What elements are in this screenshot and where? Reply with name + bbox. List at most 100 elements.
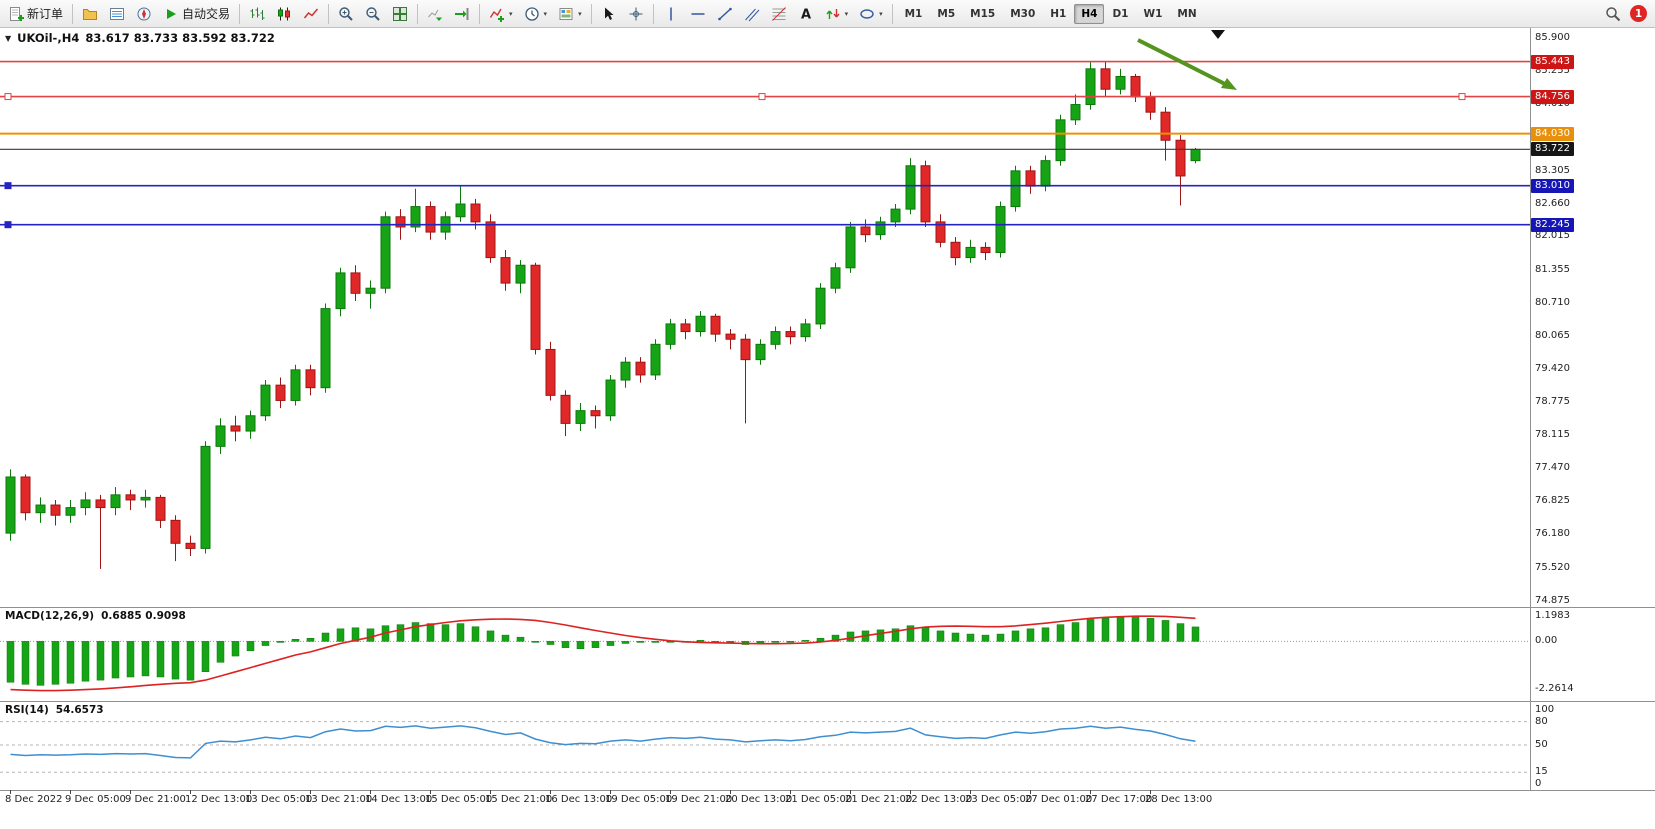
trend-arrow-head[interactable]: [1221, 78, 1237, 90]
time-axis-label: 16 Dec 13:00: [545, 794, 613, 805]
candle-body: [1115, 75, 1126, 90]
cursor-button[interactable]: [596, 2, 622, 26]
candle-body: [845, 226, 856, 269]
macd-histogram-bar: [816, 637, 825, 642]
arrows-tool-dropdown-icon[interactable]: ▾: [844, 9, 849, 18]
horizontal-line-button[interactable]: [685, 2, 711, 26]
tile-icon: [392, 6, 408, 22]
chart-shift-button[interactable]: [449, 2, 475, 26]
macd-histogram-bar: [6, 641, 15, 683]
text-icon: A: [798, 6, 814, 22]
candle-body: [815, 287, 826, 325]
timeframe-h4-button[interactable]: H4: [1074, 3, 1105, 24]
macd-histogram-bar: [1191, 626, 1200, 642]
vertical-line-button[interactable]: [658, 2, 684, 26]
macd-histogram-bar: [606, 641, 615, 646]
timeframe-d1-button[interactable]: D1: [1105, 4, 1135, 24]
macd-histogram-bar: [186, 641, 195, 681]
timeframe-m1-button[interactable]: M1: [898, 4, 930, 24]
chart-header: ▼ UKOil-,H4 83.617 83.733 83.592 83.722: [5, 31, 275, 45]
macd-histogram-bar: [846, 631, 855, 642]
periods-button[interactable]: ▾: [519, 2, 553, 26]
line-chart-button[interactable]: [298, 2, 324, 26]
shapes-button[interactable]: ▾: [854, 2, 888, 26]
macd-histogram-bar: [351, 627, 360, 642]
macd-histogram-bar: [1116, 617, 1125, 642]
toolbar-buttons: 新订单 自动交易 ▾ ▾ ▾ A ▾ ▾ M1 M5 M15 M30 H1 H4 D1 W1 MN: [3, 2, 1204, 26]
trendline-button[interactable]: [712, 2, 738, 26]
line-handle[interactable]: [758, 93, 766, 101]
candle-body: [1055, 119, 1066, 162]
macd-histogram-bar: [1101, 618, 1110, 642]
shapes-icon: [859, 6, 875, 22]
bar-chart-button[interactable]: [244, 2, 270, 26]
main-toolbar: 新订单 自动交易 ▾ ▾ ▾ A ▾ ▾ M1 M5 M15 M30 H1 H4 D1 W1 MN 1: [0, 0, 1655, 28]
toolbar-separator: [479, 3, 481, 24]
zoom-out-button[interactable]: [360, 2, 386, 26]
timeframe-mn-button[interactable]: MN: [1170, 4, 1203, 24]
candle-body: [260, 384, 271, 417]
timeframe-h1-button[interactable]: H1: [1043, 4, 1073, 24]
timeframe-m30-button[interactable]: M30: [1003, 4, 1042, 24]
market-watch-button[interactable]: [104, 2, 130, 26]
candle-body: [1175, 139, 1186, 177]
macd-panel-canvas[interactable]: [0, 608, 1655, 701]
macd-histogram-bar: [996, 633, 1005, 642]
down-triangle-marker[interactable]: [1211, 30, 1225, 39]
auto-scroll-button[interactable]: [422, 2, 448, 26]
macd-histogram-bar: [126, 641, 135, 678]
timeframe-m5-button[interactable]: M5: [930, 4, 962, 24]
line-handle[interactable]: [4, 182, 12, 190]
timeframe-m15-button[interactable]: M15: [963, 4, 1002, 24]
candle-body: [1085, 68, 1096, 106]
text-tool-button[interactable]: A: [793, 2, 819, 26]
tile-windows-button[interactable]: [387, 2, 413, 26]
candle-body: [20, 476, 31, 514]
profiles-icon: [82, 6, 98, 22]
arrows-icon: [825, 6, 841, 22]
trend-arrow-annotation[interactable]: [1137, 38, 1226, 86]
equidistant-channel-button[interactable]: [739, 2, 765, 26]
auto-trading-button[interactable]: 自动交易: [158, 2, 235, 26]
toolbar-separator: [72, 3, 74, 24]
candle-body: [830, 267, 841, 289]
timeframe-w1-button[interactable]: W1: [1136, 4, 1169, 24]
chart-ohlc-values: 83.617 83.733 83.592 83.722: [85, 31, 275, 45]
line-handle[interactable]: [4, 93, 12, 101]
macd-histogram-bar: [216, 641, 225, 663]
arrows-tool-button[interactable]: ▾: [820, 2, 854, 26]
macd-histogram-bar: [981, 634, 990, 642]
candle-body: [860, 226, 871, 236]
navigator-button[interactable]: [131, 2, 157, 26]
zoom-in-button[interactable]: [333, 2, 359, 26]
time-axis-label: 22 Dec 13:00: [905, 794, 973, 805]
candle-body: [215, 425, 226, 447]
main-chart-canvas[interactable]: [0, 28, 1655, 607]
crosshair-button[interactable]: [623, 2, 649, 26]
rsi-panel-canvas[interactable]: [0, 702, 1655, 790]
candlestick-chart-button[interactable]: [271, 2, 297, 26]
chart-dropdown-icon[interactable]: ▼: [5, 33, 12, 43]
templates-button[interactable]: ▾: [553, 2, 587, 26]
fibonacci-button[interactable]: [766, 2, 792, 26]
toolbar-right: 1: [1600, 2, 1652, 26]
macd-histogram-bar: [156, 641, 165, 678]
notification-badge[interactable]: 1: [1630, 5, 1647, 22]
macd-histogram-bar: [516, 636, 525, 642]
profiles-button[interactable]: [77, 2, 103, 26]
price-axis-line: [1530, 28, 1531, 790]
macd-histogram-bar: [261, 641, 270, 646]
macd-histogram-bar: [591, 641, 600, 648]
indicators-button[interactable]: ▾: [484, 2, 518, 26]
templates-dropdown-icon[interactable]: ▾: [578, 9, 582, 18]
macd-histogram-bar: [171, 641, 180, 680]
shapes-dropdown-icon[interactable]: ▾: [879, 9, 883, 18]
periods-dropdown-icon[interactable]: ▾: [543, 9, 548, 18]
indicators-dropdown-icon[interactable]: ▾: [509, 9, 513, 18]
new-order-button[interactable]: 新订单: [3, 2, 68, 26]
line-handle[interactable]: [4, 221, 12, 229]
panel-separator[interactable]: [0, 701, 1655, 702]
line-handle[interactable]: [1458, 93, 1466, 101]
panel-separator[interactable]: [0, 607, 1655, 608]
search-button[interactable]: [1600, 2, 1626, 26]
